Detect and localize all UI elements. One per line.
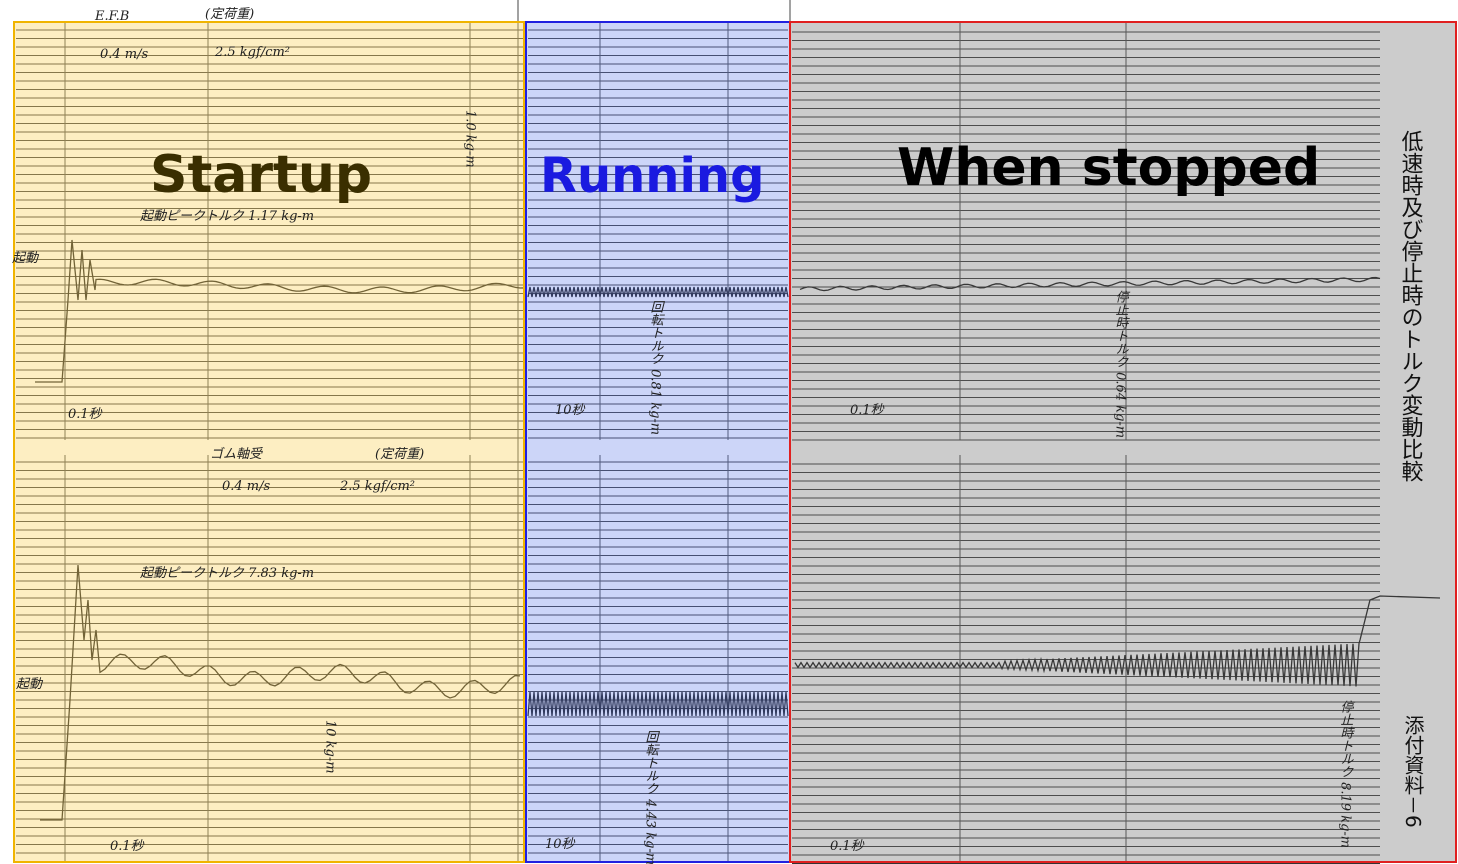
attachment-label: 添付資料－6 <box>1401 715 1425 828</box>
torque-trace <box>794 595 1441 687</box>
panel-title: Running <box>540 148 764 204</box>
running-torque: 回転トルク 0.81 kg-m <box>648 300 664 435</box>
header-condition: (定荷重) <box>205 6 254 22</box>
bearing: ゴム軸受 <box>210 446 263 462</box>
stop-torque: 停止時トルク 0.64 kg-m <box>1113 290 1129 438</box>
time-scale: 10秒 <box>545 837 576 852</box>
full-scale: 1.0 kg-m <box>463 110 478 168</box>
stopped-panel <box>789 21 1457 863</box>
peak-torque: 起動ピークトルク 7.83 kg-m <box>140 566 314 581</box>
speed: 0.4 m/s <box>100 47 149 62</box>
time-scale: 0.1秒 <box>850 403 885 418</box>
condition: (定荷重) <box>375 446 424 462</box>
time-scale: 10秒 <box>555 403 586 418</box>
panel-title: When stopped <box>897 138 1320 198</box>
torque-trace <box>527 691 789 717</box>
chart-verticals <box>64 0 1127 862</box>
side-title: 低速時及び停止時のトルク変動比較 <box>1398 130 1424 482</box>
header-label: E.F.B <box>94 9 129 24</box>
torque-trace <box>35 239 525 383</box>
running-panel <box>525 21 791 863</box>
panel-title: Startup <box>150 145 372 205</box>
pressure: 2.5 kgf/cm² <box>214 45 290 60</box>
torque-traces <box>35 239 1441 821</box>
speed: 0.4 m/s <box>222 479 271 494</box>
stop-torque: 停止時トルク 8.19 kg-m <box>1338 700 1354 848</box>
torque-trace <box>799 276 1381 292</box>
chart-lines <box>16 29 1380 864</box>
recorder-grid <box>16 0 1380 864</box>
pressure: 2.5 kgf/cm² <box>339 479 415 494</box>
time-scale: 0.1秒 <box>110 839 145 854</box>
time-scale: 0.1秒 <box>68 407 103 422</box>
peak-torque: 起動ピークトルク 1.17 kg-m <box>140 209 314 224</box>
startup-panel <box>13 21 525 863</box>
torque-trace <box>527 286 789 298</box>
start-label: 起動 <box>16 677 44 692</box>
torque-trace <box>40 564 521 821</box>
full-scale: 10 kg-m <box>323 720 338 774</box>
start-label: 起動 <box>12 251 40 266</box>
time-scale: 0.1秒 <box>830 839 865 854</box>
running-torque: 回転トルク 4.43 kg-m <box>643 730 659 864</box>
